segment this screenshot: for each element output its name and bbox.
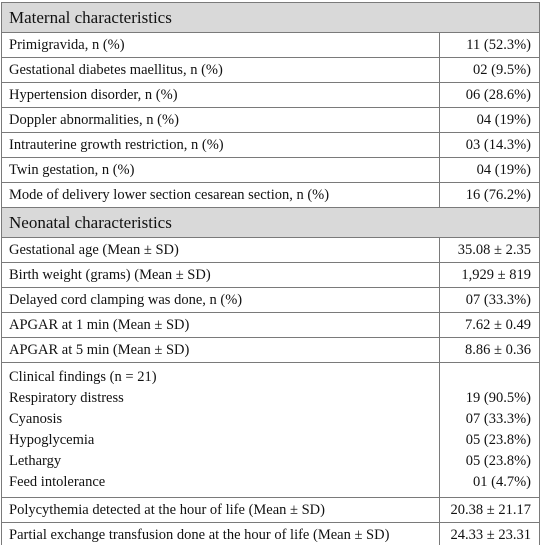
item-value: 01 (4.7%) — [473, 474, 531, 490]
row-label: Doppler abnormalities, n (%) — [1, 107, 440, 133]
row-value: 19 (90.5%) 07 (33.3%) 05 (23.8%) 05 (23.8%)… — [439, 362, 540, 498]
row-label: Clinical findings (n = 21) Respiratory di… — [1, 362, 440, 498]
table-row: Clinical findings (n = 21) Respiratory di… — [1, 362, 540, 498]
table-row: Hypertension disorder, n (%) 06 (28.6%) — [1, 82, 540, 108]
section-header-row: Neonatal characteristics — [1, 207, 540, 238]
section-title: Neonatal characteristics — [1, 207, 540, 238]
row-label: Mode of delivery lower section cesarean … — [1, 182, 440, 208]
table-row: APGAR at 5 min (Mean ± SD) 8.86 ± 0.36 — [1, 337, 540, 363]
table-row: APGAR at 1 min (Mean ± SD) 7.62 ± 0.49 — [1, 312, 540, 338]
row-value: 02 (9.5%) — [439, 57, 540, 83]
row-value: 24.33 ± 23.31 — [439, 522, 540, 545]
row-value: 16 (76.2%) — [439, 182, 540, 208]
row-value: 03 (14.3%) — [439, 132, 540, 158]
item-value: 07 (33.3%) — [465, 411, 531, 427]
row-value: 04 (19%) — [439, 157, 540, 183]
row-value: 20.38 ± 21.17 — [439, 497, 540, 523]
item-label: Hypoglycemia — [9, 432, 95, 448]
row-label: Delayed cord clamping was done, n (%) — [1, 287, 440, 313]
row-value: 11 (52.3%) — [439, 32, 540, 58]
table-row: Primigravida, n (%) 11 (52.3%) — [1, 32, 540, 58]
item-label: Lethargy — [9, 453, 62, 469]
row-value: 07 (33.3%) — [439, 287, 540, 313]
item-label: Feed intolerance — [9, 474, 106, 490]
row-value: 06 (28.6%) — [439, 82, 540, 108]
row-label: Primigravida, n (%) — [1, 32, 440, 58]
row-value: 8.86 ± 0.36 — [439, 337, 540, 363]
row-value: 7.62 ± 0.49 — [439, 312, 540, 338]
item-label: Cyanosis — [9, 411, 63, 427]
row-label: Twin gestation, n (%) — [1, 157, 440, 183]
item-value: 19 (90.5%) — [465, 390, 531, 406]
item-value: 05 (23.8%) — [465, 453, 531, 469]
row-label: Gestational diabetes maellitus, n (%) — [1, 57, 440, 83]
section-header-row: Maternal characteristics — [1, 2, 540, 33]
row-label: Partial exchange transfusion done at the… — [1, 522, 440, 545]
row-label: APGAR at 1 min (Mean ± SD) — [1, 312, 440, 338]
table-row: Birth weight (grams) (Mean ± SD) 1,929 ± … — [1, 262, 540, 288]
row-value: 1,929 ± 819 — [439, 262, 540, 288]
item-value: 05 (23.8%) — [465, 432, 531, 448]
table-row: Intrauterine growth restriction, n (%) 03… — [1, 132, 540, 158]
row-label: Birth weight (grams) (Mean ± SD) — [1, 262, 440, 288]
row-label: Gestational age (Mean ± SD) — [1, 237, 440, 263]
row-label: Polycythemia detected at the hour of lif… — [1, 497, 440, 523]
table-row: Delayed cord clamping was done, n (%) 07 … — [1, 287, 540, 313]
table-row: Polycythemia detected at the hour of lif… — [1, 497, 540, 523]
spacer — [447, 367, 531, 388]
row-value: 35.08 ± 2.35 — [439, 237, 540, 263]
table-row: Twin gestation, n (%) 04 (19%) — [1, 157, 540, 183]
row-label: APGAR at 5 min (Mean ± SD) — [1, 337, 440, 363]
table-row: Gestational diabetes maellitus, n (%) 02 … — [1, 57, 540, 83]
row-label: Intrauterine growth restriction, n (%) — [1, 132, 440, 158]
section-title: Maternal characteristics — [1, 2, 540, 33]
row-label: Hypertension disorder, n (%) — [1, 82, 440, 108]
group-heading: Clinical findings (n = 21) — [9, 369, 157, 385]
table-row: Mode of delivery lower section cesarean … — [1, 182, 540, 208]
item-label: Respiratory distress — [9, 390, 124, 406]
row-value: 04 (19%) — [439, 107, 540, 133]
table-row: Doppler abnormalities, n (%) 04 (19%) — [1, 107, 540, 133]
table-row: Gestational age (Mean ± SD) 35.08 ± 2.35 — [1, 237, 540, 263]
table-row: Partial exchange transfusion done at the… — [1, 522, 540, 545]
